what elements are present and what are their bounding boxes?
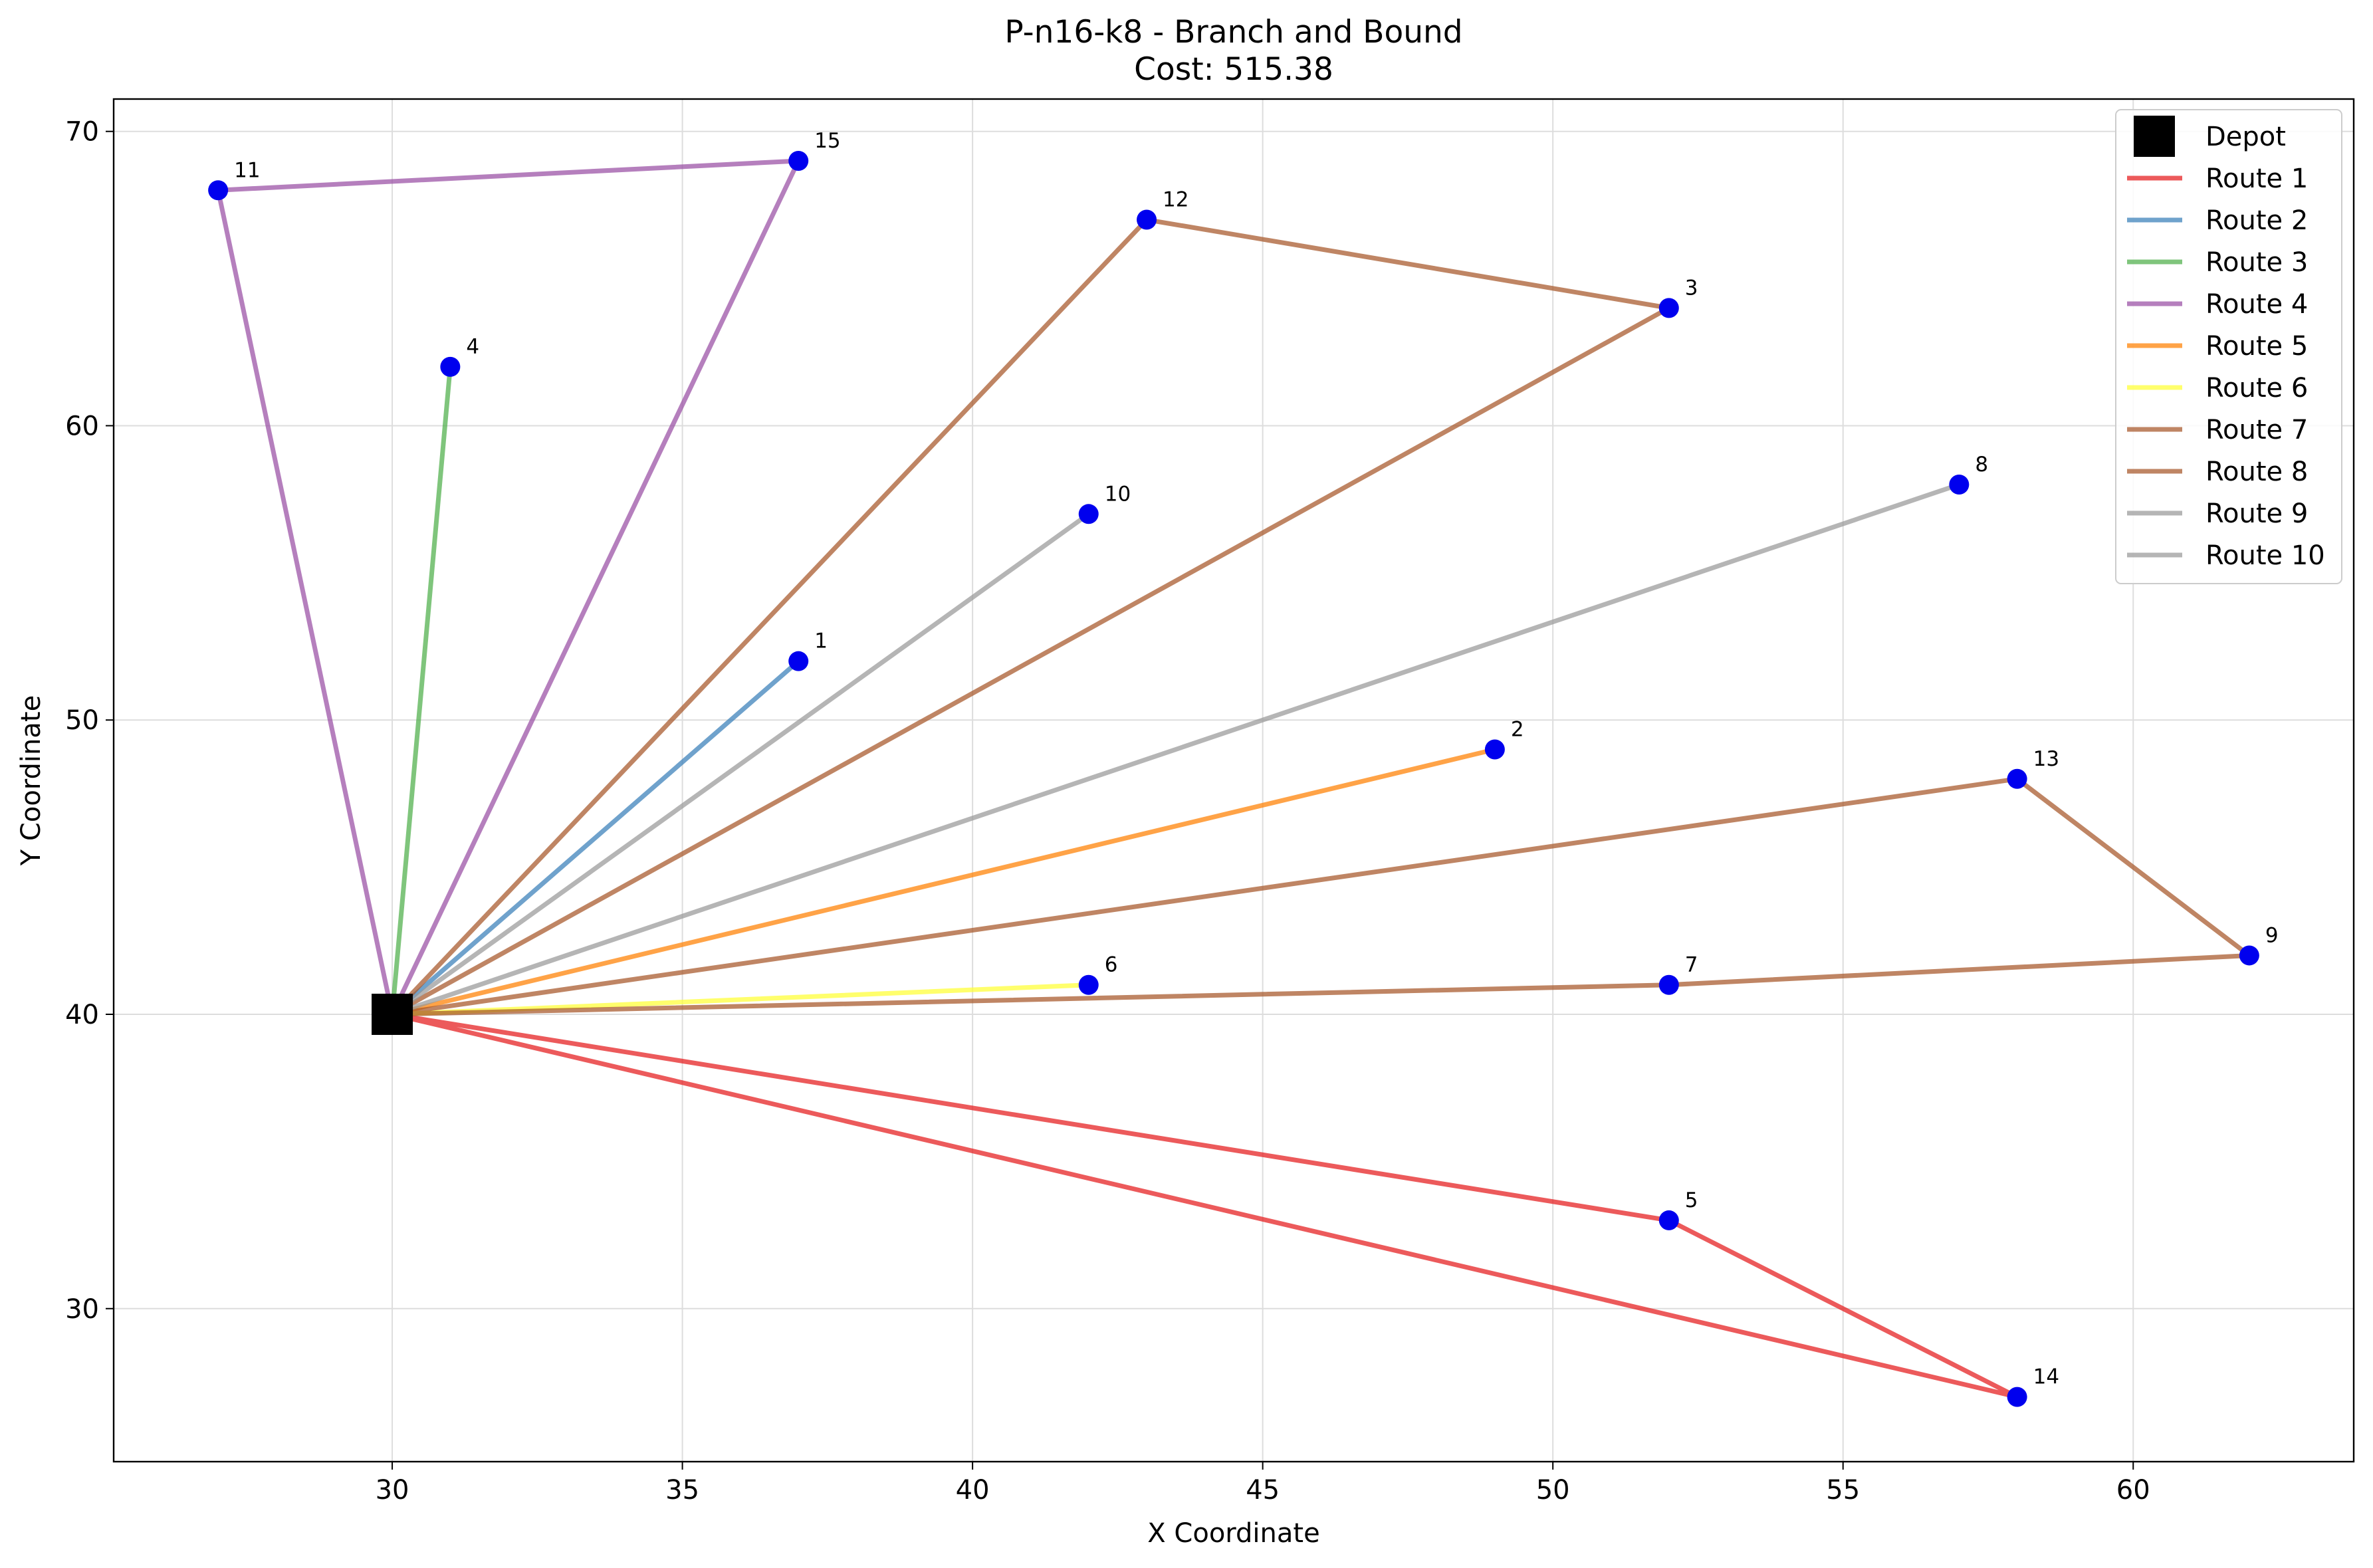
node-label-4: 4 bbox=[466, 335, 479, 359]
customer-node-2 bbox=[1484, 739, 1505, 760]
x-tick-label: 55 bbox=[1826, 1475, 1860, 1506]
y-tick-label: 30 bbox=[65, 1294, 99, 1325]
legend-label: Route 2 bbox=[2205, 205, 2308, 236]
depot bbox=[372, 993, 413, 1035]
customer-node-7 bbox=[1658, 974, 1679, 995]
customer-node-5 bbox=[1658, 1210, 1679, 1230]
y-tick-label: 50 bbox=[65, 705, 99, 736]
legend-label: Route 3 bbox=[2205, 247, 2308, 278]
customer-node-13 bbox=[2007, 768, 2027, 789]
customer-node-10 bbox=[1078, 504, 1099, 524]
node-label-2: 2 bbox=[1511, 718, 1524, 742]
legend-label: Route 10 bbox=[2205, 540, 2325, 571]
legend-label: Route 4 bbox=[2205, 289, 2308, 320]
legend-label: Route 5 bbox=[2205, 331, 2308, 362]
node-label-15: 15 bbox=[814, 129, 840, 153]
legend-label: Route 9 bbox=[2205, 499, 2308, 529]
x-tick-label: 60 bbox=[2116, 1475, 2150, 1506]
x-axis-label: X Coordinate bbox=[1147, 1518, 1319, 1549]
legend-depot-marker bbox=[2134, 116, 2175, 157]
customer-node-6 bbox=[1078, 974, 1099, 995]
node-label-5: 5 bbox=[1685, 1188, 1698, 1212]
node-label-14: 14 bbox=[2033, 1365, 2059, 1389]
node-label-1: 1 bbox=[814, 629, 828, 653]
node-label-9: 9 bbox=[2265, 923, 2279, 947]
y-tick-label: 70 bbox=[65, 117, 99, 148]
legend-label: Route 7 bbox=[2205, 415, 2308, 445]
depot-marker bbox=[372, 993, 413, 1035]
x-tick-label: 50 bbox=[1536, 1475, 1570, 1506]
legend: Depot Route 1 Route 2 Route 3 Route 4 Route 5… bbox=[2115, 109, 2342, 584]
plot-frame bbox=[112, 98, 2355, 1463]
customer-node-3 bbox=[1658, 298, 1679, 318]
x-tick-label: 45 bbox=[1246, 1475, 1280, 1506]
route-line-7 bbox=[390, 217, 1672, 1017]
legend-box bbox=[2115, 109, 2342, 584]
node-label-12: 12 bbox=[1163, 188, 1188, 212]
legend-label: Route 6 bbox=[2205, 373, 2308, 403]
legend-label: Route 8 bbox=[2205, 457, 2308, 487]
customer-node-15 bbox=[788, 150, 809, 171]
x-tick-label: 35 bbox=[665, 1475, 699, 1506]
node-label-6: 6 bbox=[1105, 953, 1118, 977]
customer-node-14 bbox=[2007, 1387, 2027, 1407]
chart-title: P-n16-k8 - Branch and Bound bbox=[1004, 14, 1462, 51]
customer-node-1 bbox=[788, 651, 809, 671]
node-label-8: 8 bbox=[1975, 453, 1988, 477]
y-tick-label: 40 bbox=[65, 1000, 99, 1030]
node-label-10: 10 bbox=[1105, 482, 1131, 506]
y-axis-label: Y Coordinate bbox=[16, 695, 47, 866]
route-line-4 bbox=[215, 158, 801, 1017]
customer-node-4 bbox=[440, 356, 461, 377]
customer-node-9 bbox=[2239, 945, 2259, 966]
chart-subtitle: Cost: 515.38 bbox=[1134, 51, 1333, 88]
customer-node-8 bbox=[1949, 475, 1970, 495]
customer-node-11 bbox=[208, 180, 229, 201]
node-label-3: 3 bbox=[1685, 276, 1698, 300]
node-label-7: 7 bbox=[1685, 953, 1698, 977]
node-label-13: 13 bbox=[2033, 747, 2059, 771]
x-tick-label: 30 bbox=[376, 1475, 409, 1506]
x-tick-label: 40 bbox=[956, 1475, 990, 1506]
node-label-11: 11 bbox=[234, 158, 260, 182]
customer-node-12 bbox=[1137, 209, 1157, 230]
legend-label: Depot bbox=[2205, 122, 2286, 152]
route-line-1 bbox=[390, 1012, 2020, 1400]
legend-label: Route 1 bbox=[2205, 164, 2308, 194]
y-tick-label: 60 bbox=[65, 411, 99, 441]
